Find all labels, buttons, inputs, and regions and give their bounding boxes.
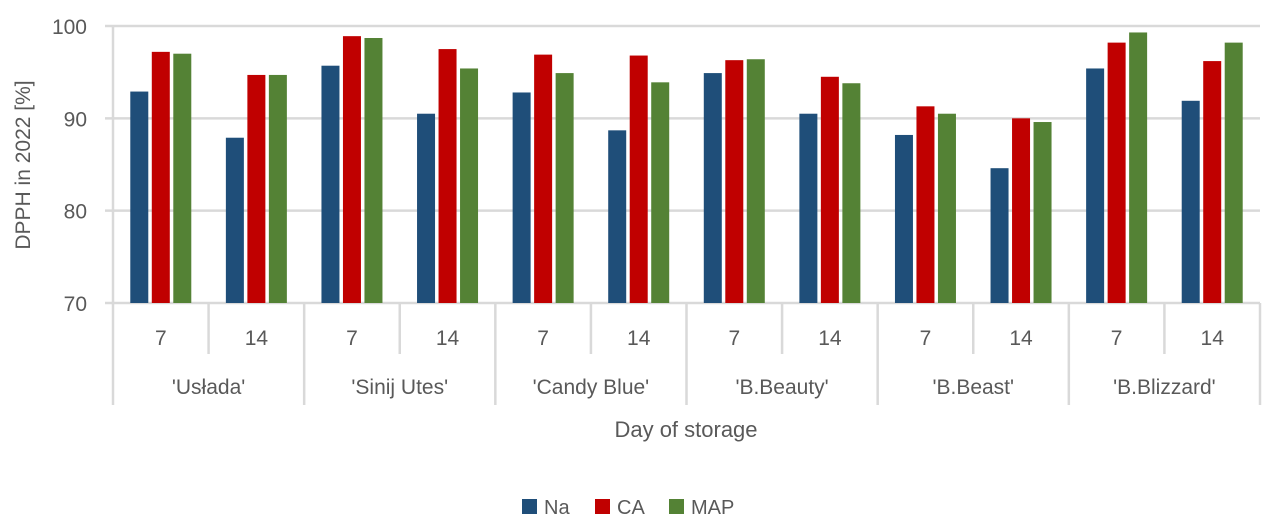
bar-ca [247, 74, 266, 303]
legend-label: CA [617, 497, 645, 519]
legend-label: Na [544, 497, 570, 519]
bar-na [417, 113, 436, 303]
bar-na [512, 92, 531, 303]
bar-map [1129, 32, 1148, 304]
bar-map [651, 82, 670, 303]
bar-map [937, 113, 956, 303]
x-tick-label: 14 [436, 327, 460, 350]
axes: 70 80 90 100 7 14 7 14 7 14 7 14 7 14 7 14 'Usłada' 'Sini… [52, 16, 1262, 405]
bar-map [1033, 122, 1052, 303]
bar-ca [629, 55, 648, 304]
legend: Na CA MAP [522, 497, 734, 519]
legend-item-ca: CA [595, 497, 645, 519]
bar-ca [725, 60, 744, 304]
bar-map [1224, 42, 1243, 304]
bar-na [703, 73, 722, 303]
group-label: 'B.Beast' [932, 376, 1014, 399]
bar-ca [151, 51, 170, 303]
y-tick-label: 80 [64, 201, 87, 224]
bar-na [1086, 68, 1105, 304]
x-tick-label: 14 [245, 327, 269, 350]
bar-ca [342, 36, 361, 303]
y-tick-label: 90 [64, 108, 87, 131]
bar-na [321, 65, 340, 303]
x-tick-label: 14 [1009, 327, 1033, 350]
legend-swatch [522, 499, 537, 514]
gridlines [105, 24, 1260, 305]
x-tick-label: 7 [537, 327, 549, 350]
group-label: 'Usłada' [172, 376, 245, 399]
bar-na [990, 168, 1009, 303]
y-tick-label: 70 [64, 293, 87, 316]
bar-ca [1012, 118, 1031, 303]
y-axis-title: DPPH in 2022 [%] [12, 80, 35, 249]
bar-map [460, 68, 479, 304]
legend-item-map: MAP [669, 497, 734, 519]
bar-ca [1203, 61, 1222, 303]
x-tick-label: 7 [346, 327, 358, 350]
bar-ca [820, 76, 839, 304]
x-tick-label: 7 [728, 327, 740, 350]
legend-label: MAP [691, 497, 734, 519]
bar-map [364, 38, 383, 304]
bars [130, 32, 1243, 304]
group-label: 'Sinij Utes' [351, 376, 448, 399]
bar-na [1181, 100, 1200, 303]
bar-ca [534, 54, 553, 303]
bar-na [130, 91, 149, 303]
x-tick-label: 14 [627, 327, 651, 350]
x-tick-label: 14 [818, 327, 842, 350]
bar-na [225, 137, 244, 303]
bar-map [746, 59, 765, 303]
group-label: 'B.Blizzard' [1113, 376, 1216, 399]
group-label: 'B.Beauty' [735, 376, 828, 399]
bar-map [173, 53, 192, 304]
legend-item-na: Na [522, 497, 570, 519]
bar-na [608, 130, 627, 303]
x-tick-label: 7 [155, 327, 167, 350]
bar-ca [916, 106, 935, 303]
legend-swatch [595, 499, 610, 514]
group-label: 'Candy Blue' [533, 376, 650, 399]
bar-na [799, 113, 818, 303]
x-tick-label: 7 [920, 327, 932, 350]
bar-map [842, 83, 861, 303]
bar-ca [438, 49, 457, 304]
bar-na [894, 134, 913, 303]
bar-ca [1107, 42, 1126, 304]
y-tick-label: 100 [52, 16, 87, 39]
x-tick-label: 14 [1201, 327, 1225, 350]
bar-map [268, 74, 287, 303]
x-axis-title: Day of storage [614, 417, 757, 442]
bar-map [555, 73, 574, 303]
x-tick-label: 7 [1111, 327, 1123, 350]
legend-swatch [669, 499, 684, 514]
